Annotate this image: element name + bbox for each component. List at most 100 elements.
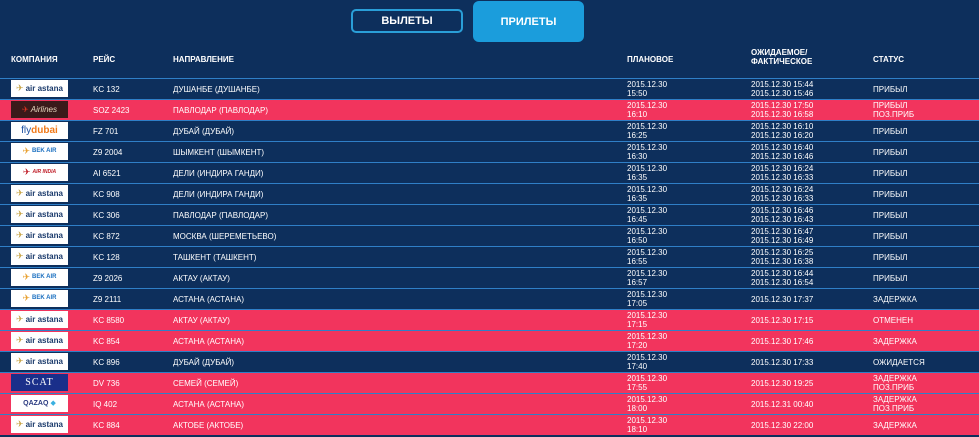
- status-cell: ПРИБЫЛ: [873, 253, 973, 262]
- status-cell: ПРИБЫЛ ПОЗ.ПРИБ: [873, 101, 973, 119]
- scheduled-time: 2015.12.30 15:50: [627, 80, 737, 98]
- table-row: BEK AIR Z9 2111 АСТАНА (АСТАНА) 2015.12.301…: [0, 288, 979, 309]
- expected-time: 2015.12.31 00:40: [751, 400, 871, 409]
- scheduled-date: 2015.12.30: [627, 227, 668, 236]
- flight-number: KC 8580: [93, 316, 125, 325]
- scheduled-clock: 16:55: [627, 257, 648, 266]
- header-actual: ФАКТИЧЕСКОЕ: [751, 57, 813, 66]
- expected-line-1: 2015.12.30 16:44: [751, 269, 814, 278]
- header-flight: РЕЙС: [93, 55, 116, 64]
- table-row: air astana KC 854 АСТАНА (АСТАНА) 2015.12.3…: [0, 330, 979, 351]
- table-header: КОМПАНИЯ РЕЙС НАПРАВЛЕНИЕ ПЛАНОВОЕ ОЖИДА…: [0, 44, 979, 78]
- direction-cell: ПАВЛОДАР (ПАВЛОДАР): [173, 211, 268, 220]
- airline-logo: air astana: [11, 311, 68, 328]
- scheduled-time: 2015.12.30 17:20: [627, 332, 737, 350]
- tab-departures[interactable]: ВЫЛЕТЫ: [351, 9, 463, 33]
- scheduled-date: 2015.12.30: [627, 353, 668, 362]
- flight-number: DV 736: [93, 379, 120, 388]
- scheduled-time: 2015.12.30 17:40: [627, 353, 737, 371]
- status-line-1: ПРИБЫЛ: [873, 101, 908, 110]
- status-cell: ПРИБЫЛ: [873, 211, 973, 220]
- status-cell: ПРИБЫЛ: [873, 274, 973, 283]
- direction-cell: СЕМЕЙ (СЕМЕЙ): [173, 379, 239, 388]
- direction-cell: ДУШАНБЕ (ДУШАНБЕ): [173, 85, 260, 94]
- direction-cell: ТАШКЕНТ (ТАШКЕНТ): [173, 253, 257, 262]
- table-row: air astana KC 128 ТАШКЕНТ (ТАШКЕНТ) 2015.12…: [0, 246, 979, 267]
- scheduled-clock: 18:00: [627, 404, 648, 413]
- expected-line-2: 2015.12.30 16:46: [751, 152, 814, 161]
- direction-cell: ШЫМКЕНТ (ШЫМКЕНТ): [173, 148, 265, 157]
- direction-cell: АКТАУ (АКТАУ): [173, 274, 230, 283]
- flight-number: KC 306: [93, 211, 120, 220]
- status-line-1: ЗАДЕРЖКА: [873, 421, 917, 430]
- flight-number: KC 132: [93, 85, 120, 94]
- expected-time: 2015.12.30 17:33: [751, 358, 871, 367]
- scheduled-clock: 16:45: [627, 215, 648, 224]
- expected-time: 2015.12.30 16:47 2015.12.30 16:49: [751, 227, 871, 245]
- scheduled-date: 2015.12.30: [627, 80, 668, 89]
- scheduled-time: 2015.12.30 18:00: [627, 395, 737, 413]
- airline-logo: air astana: [11, 353, 68, 370]
- scheduled-clock: 16:25: [627, 131, 648, 140]
- flight-number: KC 908: [93, 190, 120, 199]
- expected-line-1: 2015.12.30 16:24: [751, 164, 814, 173]
- direction-cell: АКТАУ (АКТАУ): [173, 316, 230, 325]
- table-row: BEK AIR Z9 2004 ШЫМКЕНТ (ШЫМКЕНТ) 2015.12.3…: [0, 141, 979, 162]
- scheduled-clock: 15:50: [627, 89, 648, 98]
- expected-line-2: 2015.12.30 16:54: [751, 278, 814, 287]
- status-cell: ЗАДЕРЖКА: [873, 337, 973, 346]
- airline-logo: BEK AIR: [11, 269, 68, 286]
- scheduled-date: 2015.12.30: [627, 143, 668, 152]
- expected-time: 2015.12.30 17:37: [751, 295, 871, 304]
- flight-number: FZ 701: [93, 127, 119, 136]
- tab-arrivals[interactable]: ПРИЛЕТЫ: [473, 1, 584, 42]
- table-row: air astana KC 896 ДУБАЙ (ДУБАЙ) 2015.12.301…: [0, 351, 979, 372]
- scheduled-clock: 17:55: [627, 383, 648, 392]
- direction-cell: ДЕЛИ (ИНДИРА ГАНДИ): [173, 190, 264, 199]
- scheduled-clock: 16:50: [627, 236, 648, 245]
- scheduled-time: 2015.12.30 16:30: [627, 143, 737, 161]
- expected-time: 2015.12.30 22:00: [751, 421, 871, 430]
- scheduled-date: 2015.12.30: [627, 248, 668, 257]
- airline-logo: BEK AIR: [11, 143, 68, 160]
- header-company: КОМПАНИЯ: [11, 55, 58, 64]
- status-line-1: ПРИБЫЛ: [873, 127, 908, 136]
- direction-cell: АКТОБЕ (АКТОБЕ): [173, 421, 244, 430]
- expected-line-1: 2015.12.30 17:15: [751, 316, 814, 325]
- expected-time: 2015.12.30 16:10 2015.12.30 16:20: [751, 122, 871, 140]
- tab-bar: ВЫЛЕТЫ ПРИЛЕТЫ: [0, 0, 979, 42]
- expected-line-1: 2015.12.30 17:33: [751, 358, 814, 367]
- status-line-1: ПРИБЫЛ: [873, 148, 908, 157]
- status-line-1: ОТМЕНЕН: [873, 316, 913, 325]
- flight-number: Z9 2026: [93, 274, 123, 283]
- flight-number: KC 128: [93, 253, 120, 262]
- scheduled-clock: 16:57: [627, 278, 648, 287]
- status-cell: ЗАДЕРЖКА ПОЗ.ПРИБ: [873, 395, 973, 413]
- airline-logo: fly dubai: [11, 122, 68, 139]
- expected-time: 2015.12.30 17:15: [751, 316, 871, 325]
- airline-logo: air astana: [11, 185, 68, 202]
- expected-line-2: 2015.12.30 15:46: [751, 89, 814, 98]
- status-cell: ПРИБЫЛ: [873, 148, 973, 157]
- expected-line-1: 2015.12.31 00:40: [751, 400, 814, 409]
- expected-time: 2015.12.30 16:44 2015.12.30 16:54: [751, 269, 871, 287]
- direction-cell: ДЕЛИ (ИНДИРА ГАНДИ): [173, 169, 264, 178]
- airline-logo: AIR INDIA: [11, 164, 68, 181]
- status-cell: ОЖИДАЕТСЯ: [873, 358, 973, 367]
- airline-logo: air astana: [11, 80, 68, 97]
- scheduled-time: 2015.12.30 16:10: [627, 101, 737, 119]
- flight-number: AI 6521: [93, 169, 121, 178]
- expected-line-1: 2015.12.30 17:50: [751, 101, 814, 110]
- scheduled-clock: 16:35: [627, 173, 648, 182]
- flights-table: air astana KC 132 ДУШАНБЕ (ДУШАНБЕ) 2015.12…: [0, 78, 979, 435]
- status-line-1: ЗАДЕРЖКА: [873, 295, 917, 304]
- scheduled-date: 2015.12.30: [627, 374, 668, 383]
- status-line-2: ПОЗ.ПРИБ: [873, 383, 915, 392]
- status-line-1: ЗАДЕРЖКА: [873, 395, 917, 404]
- status-line-1: ПРИБЫЛ: [873, 190, 908, 199]
- status-line-1: ЗАДЕРЖКА: [873, 337, 917, 346]
- airline-logo: air astana: [11, 206, 68, 223]
- status-cell: ПРИБЫЛ: [873, 232, 973, 241]
- expected-time: 2015.12.30 16:25 2015.12.30 16:38: [751, 248, 871, 266]
- expected-line-2: 2015.12.30 16:33: [751, 194, 814, 203]
